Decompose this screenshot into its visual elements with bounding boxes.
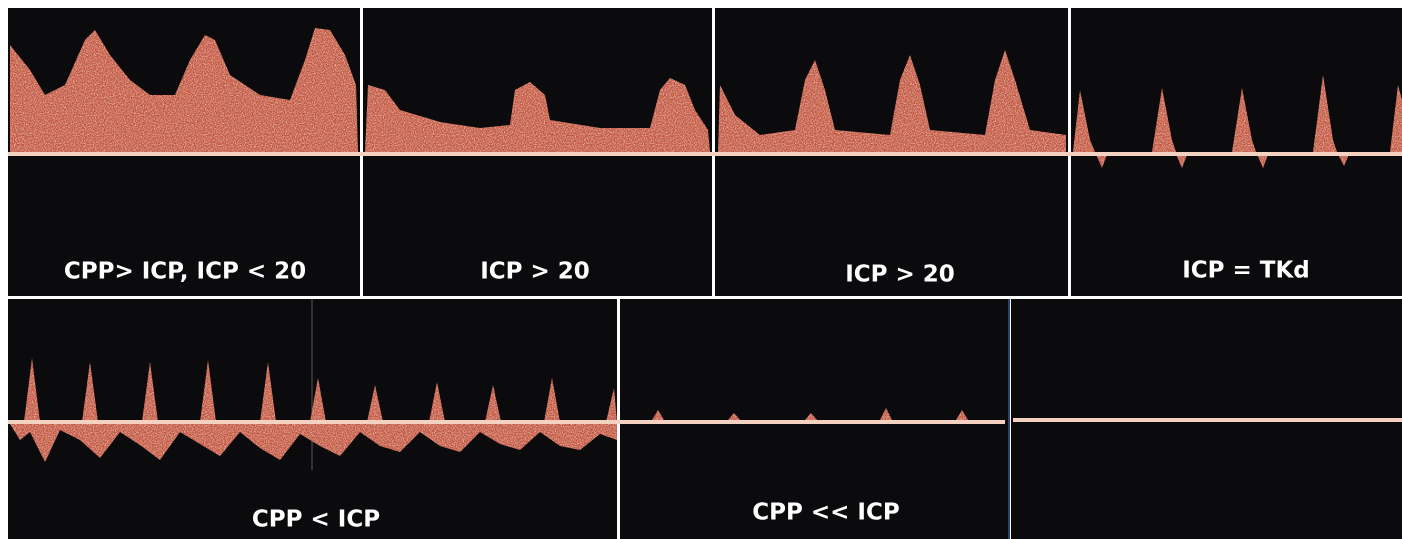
waveform xyxy=(10,28,358,152)
waveforms xyxy=(10,28,1402,462)
waveform xyxy=(1073,75,1402,168)
panel-label: CPP << ICP xyxy=(752,500,899,526)
panel-label: ICP > 20 xyxy=(845,262,955,288)
panel-label: CPP < ICP xyxy=(252,507,380,533)
waveform xyxy=(10,358,617,462)
waveform xyxy=(652,408,968,420)
waveform xyxy=(718,50,1066,152)
panel-label: ICP = TKd xyxy=(1182,258,1310,284)
panel-label: ICP > 20 xyxy=(480,259,590,285)
waveform xyxy=(365,78,710,152)
panel-label: CPP> ICP, ICP < 20 xyxy=(64,259,306,285)
